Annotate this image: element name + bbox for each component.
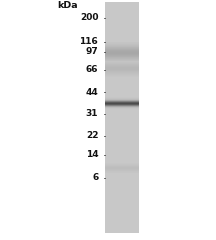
Bar — [105, 52, 139, 53]
Text: 116: 116 — [79, 37, 98, 47]
Bar — [105, 72, 139, 73]
Text: 44: 44 — [86, 88, 98, 97]
Bar — [105, 101, 139, 102]
Bar — [105, 58, 139, 59]
Text: 31: 31 — [86, 109, 98, 119]
Bar — [105, 76, 139, 77]
Bar — [105, 69, 139, 70]
Bar — [105, 109, 139, 110]
Bar — [105, 71, 139, 72]
Bar — [105, 64, 139, 65]
Text: 22: 22 — [86, 131, 98, 140]
Text: 14: 14 — [86, 150, 98, 159]
Bar — [105, 54, 139, 55]
Bar — [105, 73, 139, 74]
Bar — [105, 61, 139, 62]
Bar — [105, 68, 139, 69]
Bar — [105, 46, 139, 47]
Bar — [105, 96, 139, 97]
Bar — [105, 97, 139, 98]
Bar — [105, 47, 139, 48]
Text: kDa: kDa — [57, 1, 78, 11]
Bar — [105, 43, 139, 44]
Bar — [105, 53, 139, 54]
Bar — [105, 99, 139, 100]
Bar — [105, 42, 139, 43]
Bar — [105, 70, 139, 71]
Bar — [105, 106, 139, 107]
Bar — [105, 107, 139, 108]
Bar — [105, 108, 139, 109]
Bar — [105, 62, 139, 63]
Bar — [105, 55, 139, 56]
Bar — [105, 98, 139, 99]
Bar — [105, 67, 139, 68]
Bar — [105, 56, 139, 57]
Bar — [105, 66, 139, 67]
Bar — [105, 75, 139, 76]
Bar — [105, 50, 139, 51]
Bar — [105, 2, 139, 233]
Bar — [105, 60, 139, 61]
Bar — [105, 44, 139, 45]
Bar — [105, 59, 139, 60]
Text: 97: 97 — [86, 47, 98, 56]
Text: 66: 66 — [86, 65, 98, 74]
Bar — [105, 104, 139, 105]
Bar — [105, 57, 139, 58]
Bar — [105, 65, 139, 66]
Bar — [105, 48, 139, 49]
Bar — [105, 45, 139, 46]
Bar — [105, 103, 139, 104]
Bar — [105, 102, 139, 103]
Text: 6: 6 — [92, 173, 98, 182]
Bar — [105, 51, 139, 52]
Bar — [105, 105, 139, 106]
Bar — [105, 74, 139, 75]
Bar — [105, 49, 139, 50]
Bar — [105, 63, 139, 64]
Text: 200: 200 — [80, 13, 98, 23]
Bar — [105, 100, 139, 101]
